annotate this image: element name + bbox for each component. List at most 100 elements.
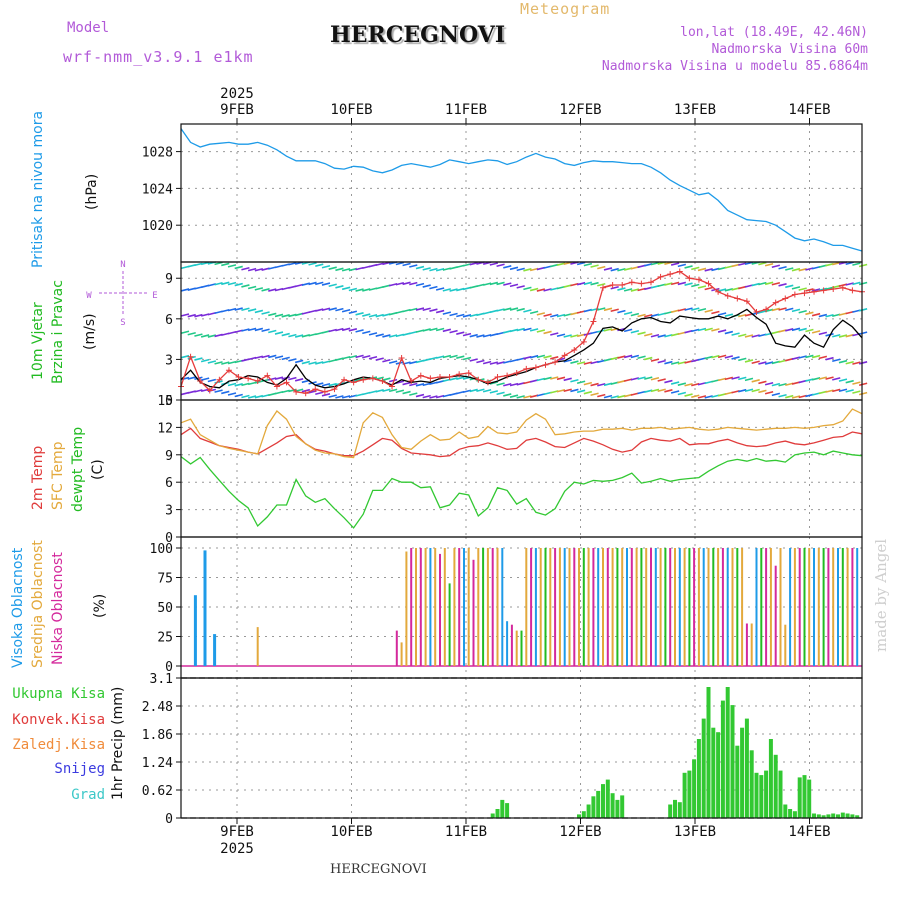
wind-arrow: [362, 330, 371, 335]
cloud-bar: [549, 548, 552, 666]
wind-gust-marker: [235, 374, 242, 380]
temp-tick-label: 15: [157, 394, 173, 409]
wind-arrow: [630, 354, 640, 359]
wind-arrow: [852, 390, 861, 394]
wind-gust-marker: [465, 369, 472, 376]
precip-bar: [495, 809, 500, 818]
wind-arrow: [375, 285, 384, 290]
wind-gust-marker: [667, 271, 674, 278]
cloud-tick-label: 0: [165, 660, 173, 675]
wind-arrow: [382, 261, 391, 266]
wind-gust-marker: [350, 379, 357, 386]
cloud-bar: [793, 548, 796, 666]
wind-arrow: [617, 287, 626, 291]
wind-arrow: [597, 359, 606, 364]
wind-gust-marker: [801, 290, 808, 297]
wind-arrow: [469, 285, 478, 289]
wind-arrow: [429, 267, 438, 272]
wind-arrow: [180, 288, 190, 292]
wind-arrow: [227, 307, 237, 312]
wind-arrow: [496, 331, 505, 336]
precip-bar: [845, 813, 850, 818]
wind-tick-label: 9: [165, 272, 173, 287]
precip-bar: [754, 772, 759, 818]
axis-labels: 9FEB 9FEB 10FEB 10FEB 11FEB 11FEB 12FEB 12FEB 13…: [86, 86, 830, 857]
wind-arrow: [778, 393, 787, 398]
wind-arrow: [274, 264, 284, 269]
wind-arrow: [315, 391, 324, 396]
cloud-bar: [592, 548, 595, 666]
wind-tick-label: 6: [165, 313, 173, 328]
wind-arrow: [556, 388, 566, 393]
wind-arrow: [382, 334, 391, 338]
sfc-temp-line: [180, 408, 863, 459]
wind-arrow: [388, 388, 398, 393]
compass-s-label: S: [120, 318, 125, 328]
wind-arrow: [785, 267, 794, 271]
top-date-label: 11FEB: [445, 102, 487, 118]
wind-arrow: [704, 309, 713, 313]
wind-gust-marker: [753, 309, 760, 316]
wind-arrow: [221, 390, 230, 395]
wind-arrow: [375, 357, 384, 361]
wind-arrow: [247, 327, 257, 332]
wind-arrow: [281, 314, 290, 318]
wind-arrow: [301, 282, 311, 286]
wind-arrow: [395, 310, 405, 314]
cloud-bar: [395, 630, 398, 666]
wind-arrow: [254, 355, 264, 359]
cloud-bar: [256, 627, 259, 666]
bottom-date-label: 14FEB: [788, 824, 830, 840]
wind-arrow: [825, 376, 834, 380]
wind-arrow: [402, 381, 411, 386]
wind-arrow: [268, 312, 277, 317]
cloud-bar: [678, 548, 681, 666]
wind-gust-marker: [312, 386, 319, 393]
cloud-bar: [611, 548, 614, 666]
wind-arrow: [597, 307, 606, 311]
cloud-bar: [731, 548, 734, 666]
wind-tick-label: 0: [165, 394, 173, 409]
wind-arrow: [704, 395, 713, 399]
bottom-date-label: 11FEB: [445, 824, 487, 840]
wind-gust-marker: [849, 287, 856, 294]
wind-arrow: [503, 307, 512, 311]
wind-arrow: [328, 283, 337, 288]
cloud-bar: [534, 548, 537, 666]
cloud-bar: [434, 548, 437, 666]
precip-bar: [812, 813, 816, 818]
wind-arrow: [570, 378, 579, 383]
precip-bar: [831, 813, 836, 818]
wind-arrow: [227, 330, 237, 335]
wind-arrow: [811, 392, 821, 396]
wind-arrow: [845, 389, 854, 393]
wind-arrow: [503, 393, 512, 397]
wind-arrow: [556, 333, 566, 338]
wind-gust-marker: [436, 374, 443, 380]
wind-arrow: [234, 359, 243, 364]
cloud-bar: [635, 548, 638, 666]
wind-arrow: [838, 388, 848, 393]
dewpt-line: [180, 450, 863, 529]
wind-gust-marker: [839, 284, 846, 291]
wind-arrow: [241, 394, 250, 399]
wind-arrow: [529, 328, 539, 332]
wind-arrow: [650, 285, 660, 289]
wind-arrow: [664, 389, 673, 393]
cloud-bar: [688, 548, 691, 666]
wind-arrow: [207, 312, 217, 316]
wind-arrow: [415, 265, 425, 270]
wind-arrow: [550, 313, 559, 318]
wind-arrow: [845, 310, 854, 315]
wind-arrow: [536, 393, 546, 397]
wind-arrow: [395, 389, 405, 393]
wind-arrow: [536, 329, 546, 333]
grid-layer: [181, 124, 862, 818]
wind-arrow: [576, 281, 586, 286]
wind-arrow: [764, 281, 774, 286]
wind-arrow: [570, 388, 579, 393]
wind-arrow: [268, 288, 277, 292]
wind-arrow: [415, 383, 425, 387]
wind-arrow: [644, 376, 653, 380]
wind-arrow: [261, 354, 270, 359]
